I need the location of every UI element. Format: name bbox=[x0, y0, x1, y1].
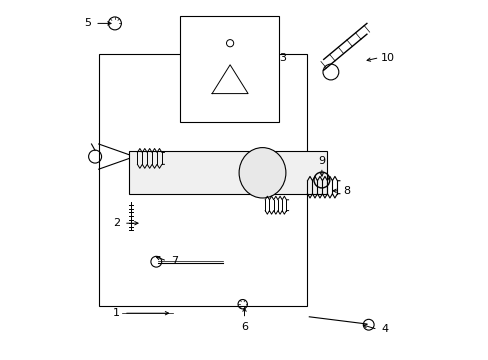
Text: 3: 3 bbox=[278, 53, 285, 63]
Text: 4: 4 bbox=[381, 324, 387, 334]
Text: 8: 8 bbox=[343, 186, 350, 196]
Ellipse shape bbox=[239, 148, 285, 198]
Text: 1: 1 bbox=[113, 308, 120, 318]
Bar bbox=[129, 151, 326, 194]
Text: 5: 5 bbox=[84, 18, 91, 28]
Text: 7: 7 bbox=[170, 256, 178, 266]
Bar bbox=[99, 54, 307, 306]
Bar bbox=[179, 16, 278, 122]
Text: 9: 9 bbox=[318, 156, 325, 166]
Text: 10: 10 bbox=[381, 53, 394, 63]
Text: 6: 6 bbox=[241, 322, 247, 332]
Text: 2: 2 bbox=[113, 218, 120, 228]
